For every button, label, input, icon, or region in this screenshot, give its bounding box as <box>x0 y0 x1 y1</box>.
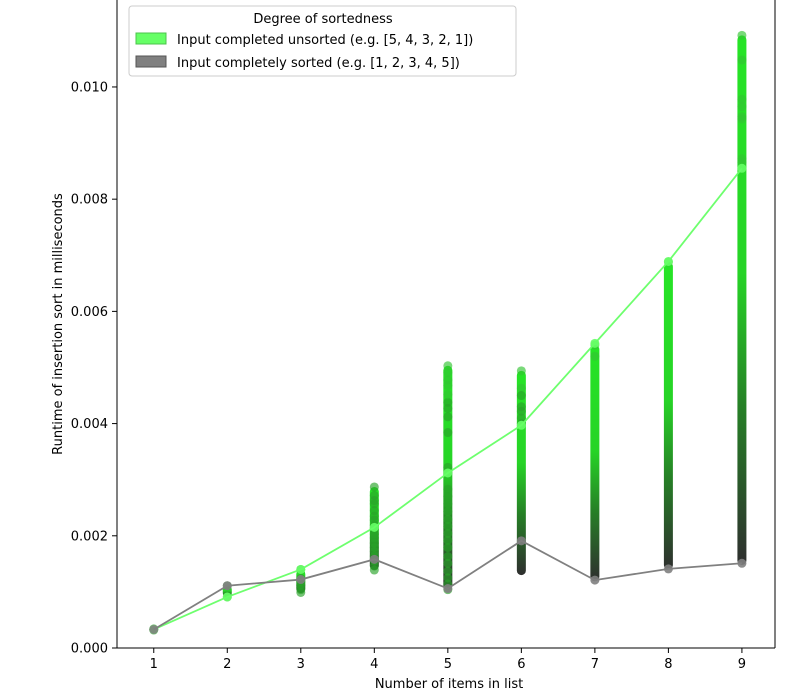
series-marker <box>516 420 526 430</box>
point-strip <box>590 345 600 582</box>
scatter-point <box>443 397 453 407</box>
series-marker <box>222 581 232 591</box>
series-marker <box>590 575 600 585</box>
scatter-point <box>443 552 453 562</box>
x-tick-label: 9 <box>738 657 746 672</box>
scatter-point <box>443 375 453 385</box>
scatter-point <box>443 535 453 545</box>
legend-swatch-sorted <box>135 55 167 68</box>
x-tick-label: 2 <box>223 657 231 672</box>
y-tick-label: 0.002 <box>71 529 108 544</box>
scatter-point <box>369 506 379 516</box>
scatter-point <box>369 490 379 500</box>
x-tick-label: 3 <box>297 657 305 672</box>
scatter-point <box>516 366 526 376</box>
series-marker <box>443 468 453 478</box>
x-tick-label: 6 <box>517 657 525 672</box>
y-tick-label: 0.008 <box>71 193 108 208</box>
x-tick-label: 1 <box>150 657 158 672</box>
series-marker <box>369 522 379 532</box>
scatter-point <box>369 482 379 492</box>
y-tick-label: 0.000 <box>71 642 108 657</box>
scatter-point <box>737 102 747 112</box>
scatter-point <box>443 368 453 378</box>
scatter-point <box>443 573 453 583</box>
x-axis-title: Number of items in list <box>375 677 523 692</box>
y-tick-label: 0.006 <box>71 305 108 320</box>
scatter-point <box>516 406 526 416</box>
scatter-point <box>443 558 453 568</box>
series-marker <box>516 536 526 546</box>
series-marker <box>663 256 673 266</box>
scatter-point <box>737 30 747 40</box>
scatter-point <box>516 391 526 401</box>
series-marker <box>737 558 747 568</box>
scatter-point <box>737 157 747 167</box>
scatter-point <box>443 521 453 531</box>
legend: Degree of sortedness Input completed uns… <box>128 5 517 77</box>
legend-title: Degree of sortedness <box>253 12 393 27</box>
series-marker <box>296 575 306 585</box>
x-tick-label: 4 <box>370 657 378 672</box>
x-tick-label: 8 <box>664 657 672 672</box>
y-axis-title: Runtime of insertion sort in millisecond… <box>51 193 66 455</box>
scatter-point <box>443 361 453 371</box>
scatter-point <box>443 499 453 509</box>
series-marker <box>222 592 232 602</box>
scatter-point <box>443 484 453 494</box>
legend-swatch-unsorted <box>135 32 167 45</box>
scatter-point <box>737 55 747 65</box>
series-marker <box>443 584 453 594</box>
x-tick-label: 5 <box>444 657 452 672</box>
scatter-point <box>443 543 453 553</box>
scatter-point <box>443 529 453 539</box>
scatter-point <box>443 566 453 576</box>
scatter-point <box>443 428 453 438</box>
series-marker <box>663 564 673 574</box>
scatter-point <box>443 403 453 413</box>
scatter-point <box>737 94 747 104</box>
y-tick-label: 0.004 <box>71 417 108 432</box>
scatter-point <box>443 389 453 399</box>
x-tick-label: 7 <box>591 657 599 672</box>
scatter-point <box>443 412 453 422</box>
y-tick-label: 0.010 <box>71 80 108 95</box>
scatter-point <box>443 515 453 525</box>
series-lines <box>149 163 747 634</box>
legend-label-unsorted: Input completed unsorted (e.g. [5, 4, 3,… <box>177 33 473 48</box>
series-marker <box>369 554 379 564</box>
legend-box <box>128 5 517 77</box>
scatter-point <box>737 114 747 124</box>
axes: 1 2 3 4 5 6 7 8 9 0.000 0.002 0.004 0.006 0.008 0.010 <box>71 0 776 672</box>
series-marker <box>149 624 159 634</box>
scatter-point <box>516 383 526 393</box>
scatter-point <box>443 507 453 517</box>
legend-label-sorted: Input completely sorted (e.g. [1, 2, 3, … <box>177 56 460 71</box>
series-marker <box>590 338 600 348</box>
point-strip <box>663 262 673 570</box>
scatter-point <box>590 351 600 361</box>
scatter-point <box>443 492 453 502</box>
series-marker <box>737 163 747 173</box>
series-marker <box>296 564 306 574</box>
